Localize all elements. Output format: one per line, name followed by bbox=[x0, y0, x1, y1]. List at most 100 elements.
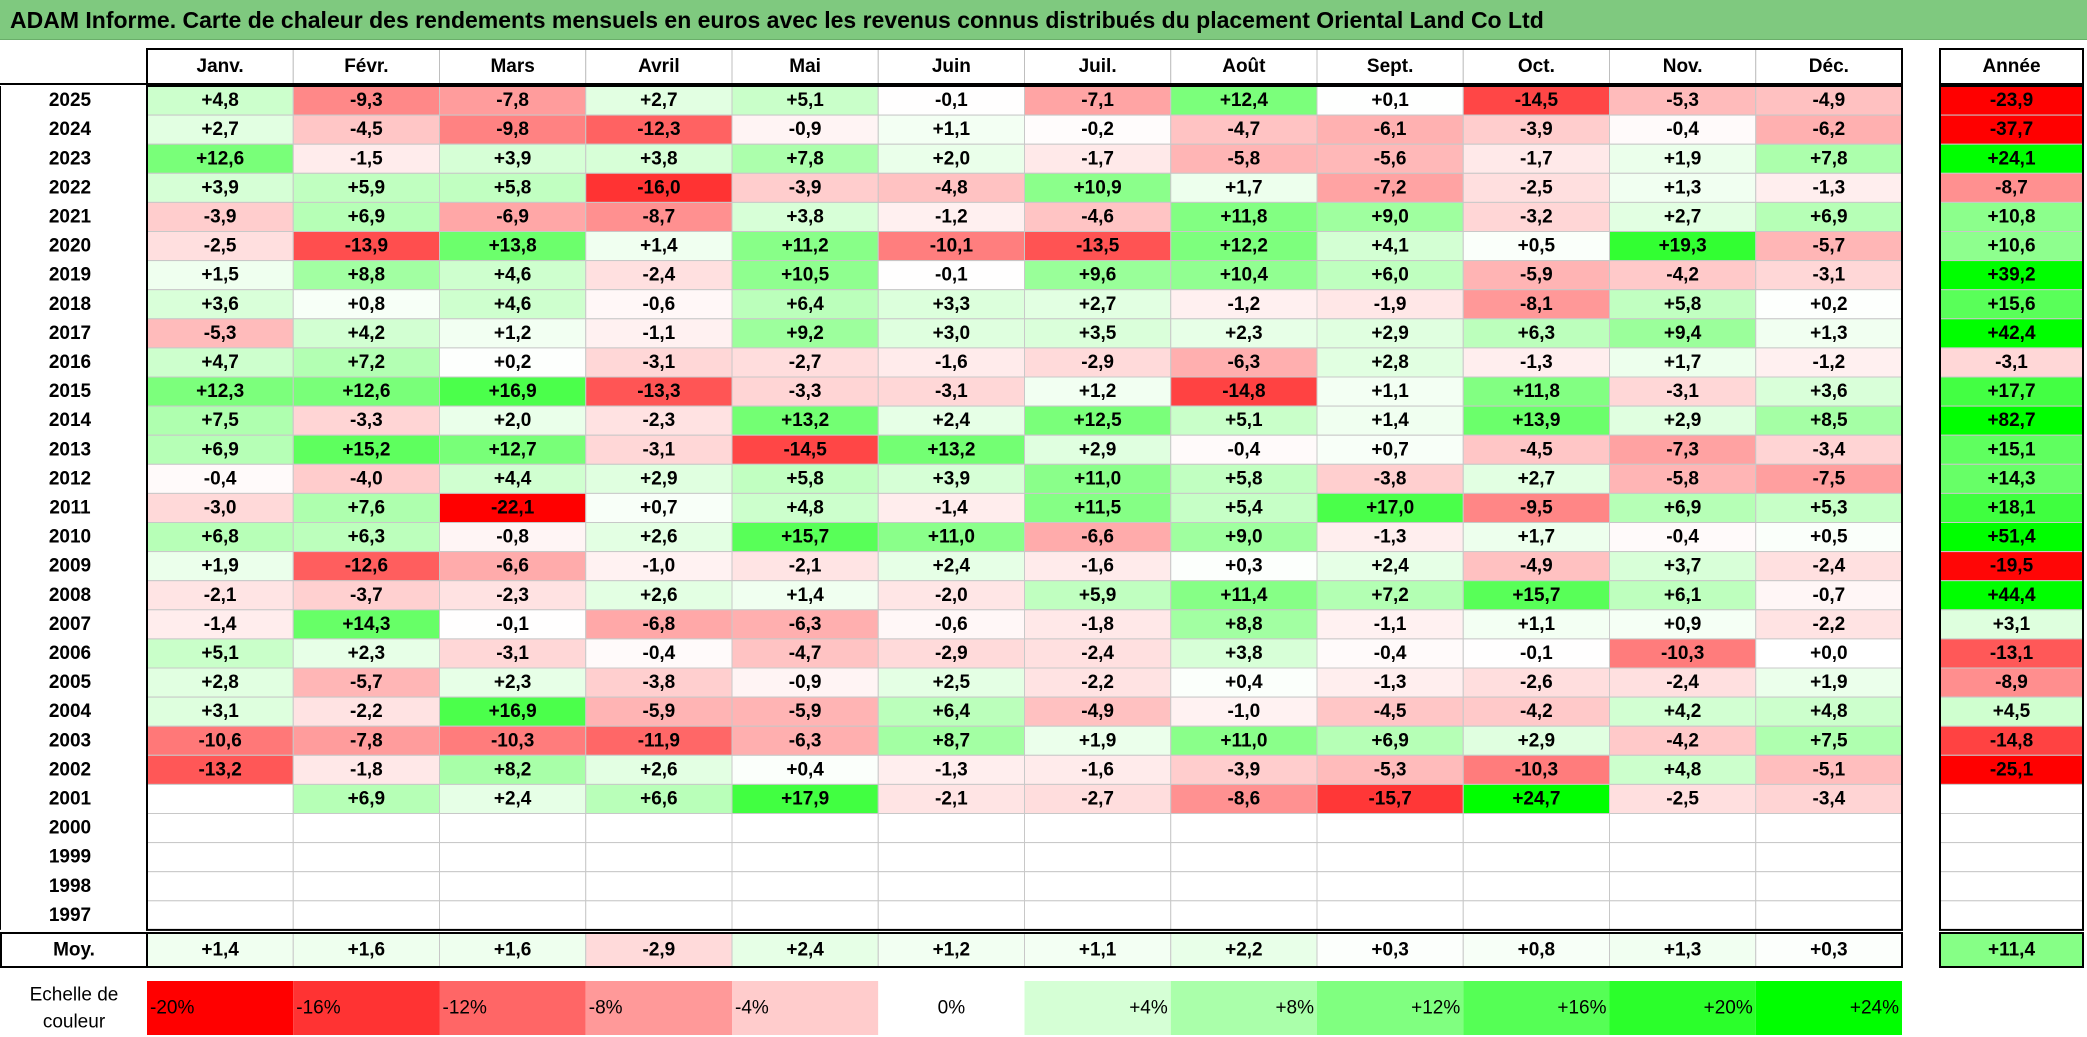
cell-value: -1,9 bbox=[1374, 294, 1407, 315]
cell-value: +13,9 bbox=[1512, 410, 1560, 431]
cell-value: +4,8 bbox=[201, 90, 239, 111]
heatmap-cell bbox=[1462, 289, 1610, 320]
cell-value: +1,4 bbox=[1371, 410, 1409, 431]
cell-value: +4,2 bbox=[348, 323, 386, 344]
cell-value: -6,3 bbox=[789, 730, 822, 751]
cell-value: -1,4 bbox=[935, 497, 968, 518]
heatmap-cell bbox=[1755, 172, 1903, 203]
cell-value: +1,2 bbox=[1079, 381, 1117, 402]
cell-value: -1,0 bbox=[643, 556, 676, 577]
heatmap-cell bbox=[1316, 260, 1464, 291]
year-label: 2001 bbox=[49, 788, 92, 809]
cell-value: -1,8 bbox=[1081, 614, 1114, 635]
cell-value: -6,8 bbox=[643, 614, 676, 635]
heatmap-cell bbox=[292, 463, 440, 494]
cell-value: -0,4 bbox=[1666, 527, 1699, 548]
cell-value: -1,4 bbox=[204, 614, 237, 635]
year-label: 2022 bbox=[49, 177, 91, 198]
cell-value: -0,4 bbox=[1228, 439, 1261, 460]
cell-value: +1,7 bbox=[1664, 352, 1702, 373]
cell-value: +12,4 bbox=[1220, 90, 1269, 111]
cell-value: +6,8 bbox=[201, 527, 239, 548]
heatmap-cell bbox=[585, 900, 733, 931]
heatmap-cell bbox=[439, 900, 587, 931]
cell-value: -2,2 bbox=[1813, 614, 1846, 635]
cell-value: +15,2 bbox=[342, 439, 390, 460]
cell-value: -2,1 bbox=[789, 556, 822, 577]
cell-value: +16,9 bbox=[489, 381, 537, 402]
heatmap-cell bbox=[877, 842, 1025, 873]
month-header: Avril bbox=[638, 56, 680, 77]
heatmap-cell bbox=[1170, 725, 1318, 756]
cell-value: -0,6 bbox=[643, 294, 676, 315]
cell-value: +3,1 bbox=[201, 701, 239, 722]
cell-value: -2,0 bbox=[935, 585, 968, 606]
heatmap-cell bbox=[1755, 871, 1903, 902]
cell-value: +1,9 bbox=[1079, 730, 1117, 751]
heatmap-cell bbox=[731, 522, 879, 553]
cell-value: -0,1 bbox=[935, 265, 968, 286]
heatmap-cell bbox=[731, 201, 879, 232]
cell-value: +7,5 bbox=[201, 410, 239, 431]
average-value: +0,8 bbox=[1518, 940, 1556, 961]
heatmap-cell bbox=[1609, 638, 1757, 669]
heatmap-cell bbox=[439, 143, 587, 174]
heatmap-cell bbox=[731, 725, 879, 756]
annual-value: +3,1 bbox=[1993, 614, 2031, 635]
scale-swatch bbox=[1463, 981, 1610, 1035]
heatmap-cell bbox=[877, 172, 1025, 203]
heatmap-cell bbox=[439, 260, 587, 291]
cell-value: +1,1 bbox=[1518, 614, 1556, 635]
cell-value: +11,2 bbox=[782, 236, 829, 257]
cell-value: +14,3 bbox=[342, 614, 390, 635]
heatmap-cell bbox=[731, 551, 879, 582]
cell-value: -7,5 bbox=[1813, 468, 1846, 489]
heatmap-cell bbox=[292, 289, 440, 320]
annual-value: +42,4 bbox=[1987, 323, 2036, 344]
annual-value: -13,1 bbox=[1990, 643, 2034, 664]
scale-swatch bbox=[1317, 981, 1464, 1035]
heatmap-cell bbox=[1462, 638, 1610, 669]
heatmap-cell bbox=[585, 434, 733, 465]
cell-value: -5,6 bbox=[1374, 148, 1407, 169]
heatmap-cell bbox=[1755, 900, 1903, 931]
cell-value: -3,1 bbox=[935, 381, 968, 402]
heatmap-cell bbox=[731, 318, 879, 349]
heatmap-cell bbox=[1609, 318, 1757, 349]
heatmap-cell bbox=[1170, 871, 1318, 902]
cell-value: +9,2 bbox=[786, 323, 824, 344]
year-label: 2012 bbox=[49, 468, 91, 489]
heatmap-cell bbox=[585, 463, 733, 494]
average-row-border bbox=[146, 932, 1903, 968]
cell-value: -6,3 bbox=[789, 614, 822, 635]
heatmap-cell bbox=[731, 231, 879, 262]
cell-value: +3,7 bbox=[1664, 556, 1702, 577]
heatmap-cell bbox=[1170, 376, 1318, 407]
heatmap-cell bbox=[292, 143, 440, 174]
cell-value: -13,3 bbox=[637, 381, 680, 402]
heatmap-cell bbox=[731, 85, 879, 116]
heatmap-cell bbox=[292, 551, 440, 582]
average-cell bbox=[1170, 932, 1318, 968]
heatmap-cell bbox=[146, 667, 294, 698]
heatmap-cell bbox=[146, 783, 294, 815]
year-label: 2021 bbox=[49, 206, 92, 227]
cell-value: -3,2 bbox=[1520, 206, 1553, 227]
heatmap-cell bbox=[1609, 260, 1757, 291]
heatmap-cell bbox=[731, 347, 879, 378]
cell-value: +3,8 bbox=[640, 148, 678, 169]
cell-value: -0,4 bbox=[643, 643, 676, 664]
heatmap-cell bbox=[585, 609, 733, 640]
heatmap-cell bbox=[1462, 318, 1610, 349]
cell-value: -7,1 bbox=[1081, 90, 1114, 111]
cell-value: -1,0 bbox=[1228, 701, 1261, 722]
heatmap-cell bbox=[585, 85, 733, 116]
heatmap-cell bbox=[1316, 347, 1464, 378]
cell-value: +12,6 bbox=[196, 148, 244, 169]
cell-value: -0,2 bbox=[1081, 119, 1114, 140]
year-label: 2016 bbox=[49, 352, 91, 373]
cell-value: +3,6 bbox=[201, 294, 239, 315]
cell-value: -1,6 bbox=[1081, 759, 1114, 780]
cell-value: +10,5 bbox=[781, 265, 830, 286]
cell-value: -4,6 bbox=[1081, 206, 1114, 227]
